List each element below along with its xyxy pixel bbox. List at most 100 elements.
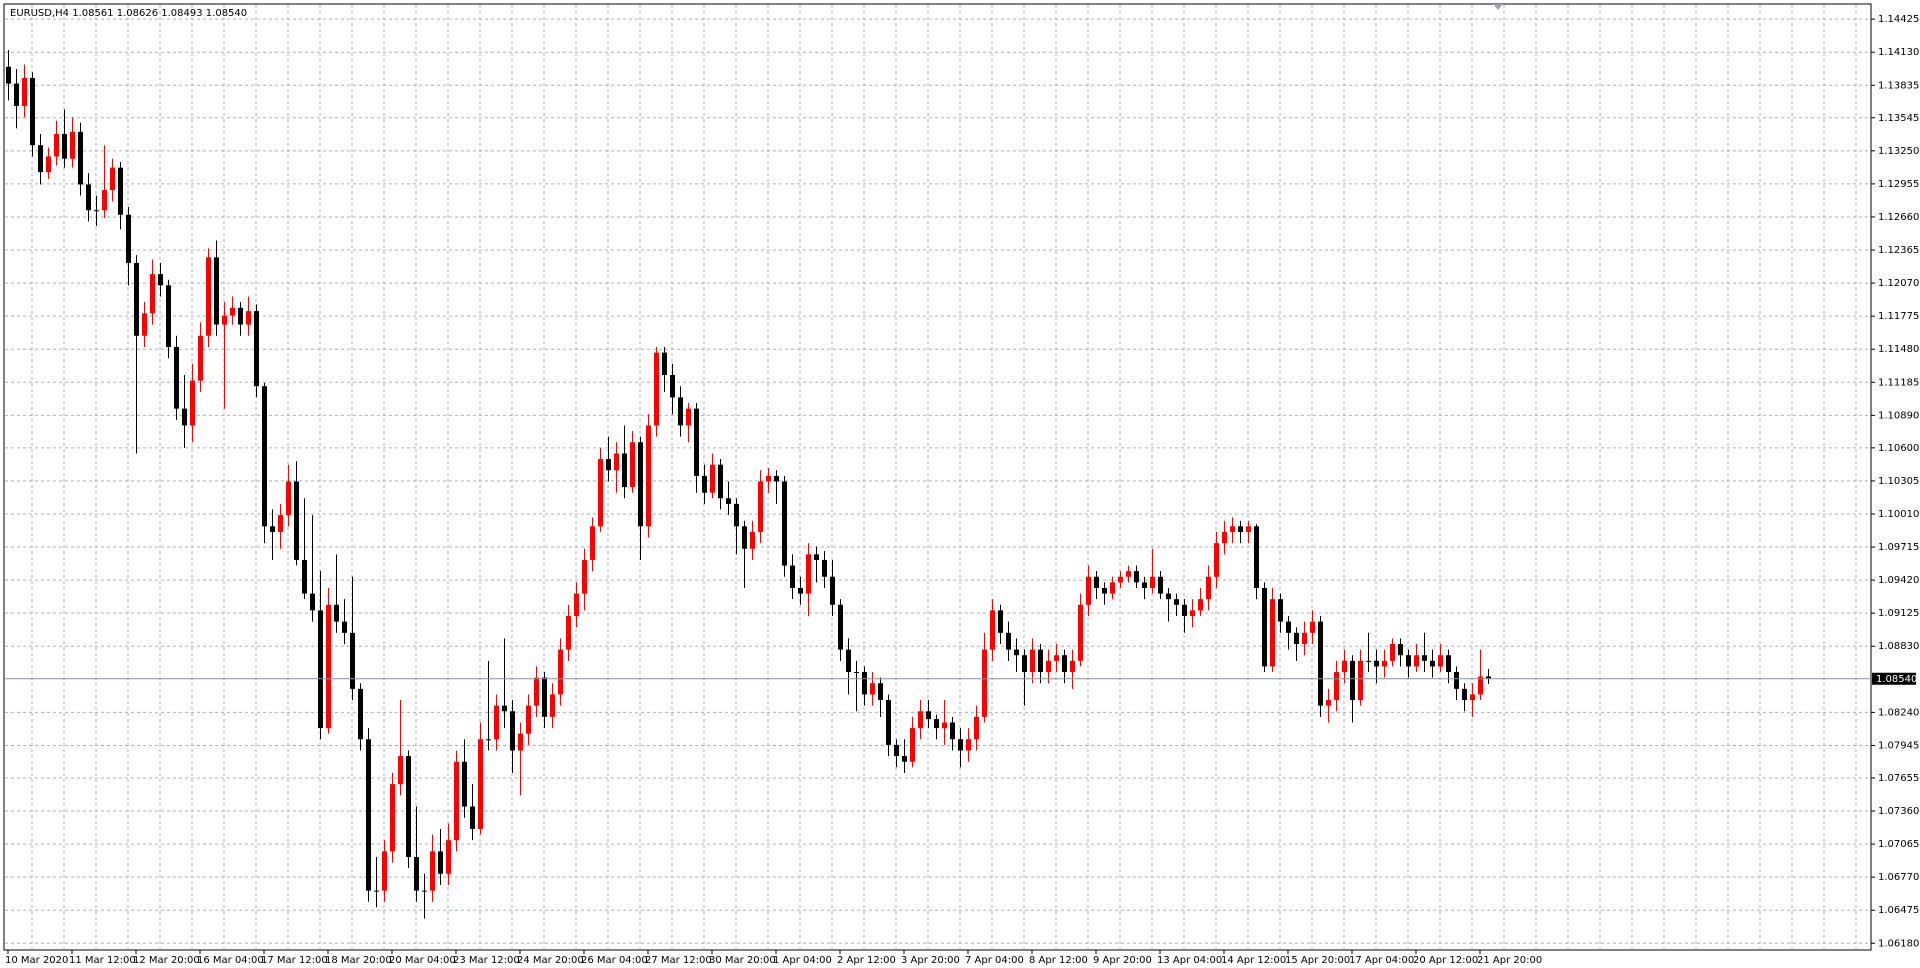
candle-body (870, 683, 875, 695)
candle-body (726, 498, 731, 504)
candle-body (286, 481, 291, 516)
candle-body (342, 621, 347, 633)
candle-body (1150, 576, 1155, 588)
candle-body (326, 604, 331, 729)
candle-body (294, 481, 299, 560)
candle-body (6, 66, 11, 84)
candle-body (718, 464, 723, 499)
candle-body (1278, 599, 1283, 622)
candle-body (934, 719, 939, 729)
x-tick-label: 23 Mar 12:00 (453, 955, 520, 966)
y-tick-label: 1.06475 (1878, 905, 1919, 916)
y-tick-label: 1.09420 (1878, 575, 1919, 586)
candle-body (1086, 576, 1091, 605)
candle-body (206, 257, 211, 336)
candle-body (1414, 655, 1419, 667)
y-tick-label: 1.13835 (1878, 80, 1919, 91)
candle-body (254, 311, 259, 387)
candle-body (942, 722, 947, 729)
candle-body (62, 134, 67, 159)
candle-body (190, 380, 195, 426)
y-tick-label: 1.14130 (1878, 47, 1919, 58)
candle-body (142, 313, 147, 336)
candle-body (1070, 660, 1075, 673)
chart-title: EURUSD,H4 1.08561 1.08626 1.08493 1.0854… (10, 8, 247, 19)
candle-body (422, 890, 427, 892)
candle-body (1310, 621, 1315, 633)
candle-body (454, 761, 459, 841)
x-tick-label: 17 Apr 04:00 (1349, 955, 1414, 966)
last-price-label: 1.08540 (1876, 674, 1917, 685)
candle-body (1270, 599, 1275, 667)
candle-body (894, 744, 899, 757)
x-tick-label: 3 Apr 20:00 (901, 955, 960, 966)
candle-body (494, 705, 499, 740)
candle-body (630, 442, 635, 488)
y-tick-label: 1.11480 (1878, 344, 1919, 355)
candle-body (1134, 571, 1139, 583)
candle-body (470, 806, 475, 829)
candle-body (1302, 632, 1307, 645)
candle-body (606, 459, 611, 471)
candle-body (1190, 610, 1195, 616)
candle-body (398, 756, 403, 785)
candle-body (622, 453, 627, 488)
x-tick-label: 9 Apr 20:00 (1093, 955, 1152, 966)
candle-body (1014, 649, 1019, 656)
candle-body (238, 307, 243, 325)
x-tick-label: 14 Apr 12:00 (1221, 955, 1286, 966)
candle-body (102, 190, 107, 211)
candle-body (478, 739, 483, 829)
candle-body (486, 739, 491, 741)
candle-body (374, 890, 379, 892)
candle-body (134, 262, 139, 336)
candle-body (1222, 531, 1227, 544)
candle-body (662, 352, 667, 376)
candle-body (1454, 672, 1459, 689)
candle-body (590, 526, 595, 560)
candle-body (430, 851, 435, 891)
candle-body (854, 672, 859, 674)
candle-body (1062, 655, 1067, 673)
candle-body (966, 739, 971, 751)
candle-body (174, 346, 179, 409)
candle-body (1462, 688, 1467, 701)
candle-body (1366, 660, 1371, 662)
candle-body (158, 274, 163, 286)
candle-body (998, 610, 1003, 633)
candle-body (366, 739, 371, 891)
y-tick-label: 1.11775 (1878, 311, 1919, 322)
candle-body (1030, 649, 1035, 673)
candle-body (46, 156, 51, 173)
candle-body (1174, 599, 1179, 605)
candle-body (278, 515, 283, 532)
candle-body (1398, 644, 1403, 656)
y-tick-label: 1.10890 (1878, 410, 1919, 421)
candle-body (350, 632, 355, 689)
candle-body (926, 711, 931, 720)
y-tick-label: 1.12660 (1878, 212, 1919, 223)
candle-body (1006, 632, 1011, 650)
candle-body (878, 683, 883, 701)
x-tick-label: 12 Mar 20:00 (133, 955, 200, 966)
x-tick-label: 1 Apr 04:00 (773, 955, 832, 966)
y-tick-label: 1.12365 (1878, 245, 1919, 256)
candle-body (830, 576, 835, 605)
y-tick-label: 1.10600 (1878, 443, 1919, 454)
x-tick-label: 15 Apr 20:00 (1285, 955, 1350, 966)
y-tick-label: 1.07945 (1878, 740, 1919, 751)
x-tick-label: 17 Mar 12:00 (261, 955, 328, 966)
x-tick-label: 20 Mar 04:00 (389, 955, 456, 966)
candle-body (1238, 526, 1243, 532)
candle-body (118, 167, 123, 215)
candle-body (310, 593, 315, 611)
candle-body (1110, 582, 1115, 594)
candle-body (318, 610, 323, 729)
candle-body (950, 722, 955, 740)
x-tick-label: 26 Mar 04:00 (581, 955, 648, 966)
y-tick-label: 1.10010 (1878, 509, 1919, 520)
candle-body (1126, 571, 1131, 577)
candle-body (1182, 604, 1187, 616)
candle-body (598, 459, 603, 527)
